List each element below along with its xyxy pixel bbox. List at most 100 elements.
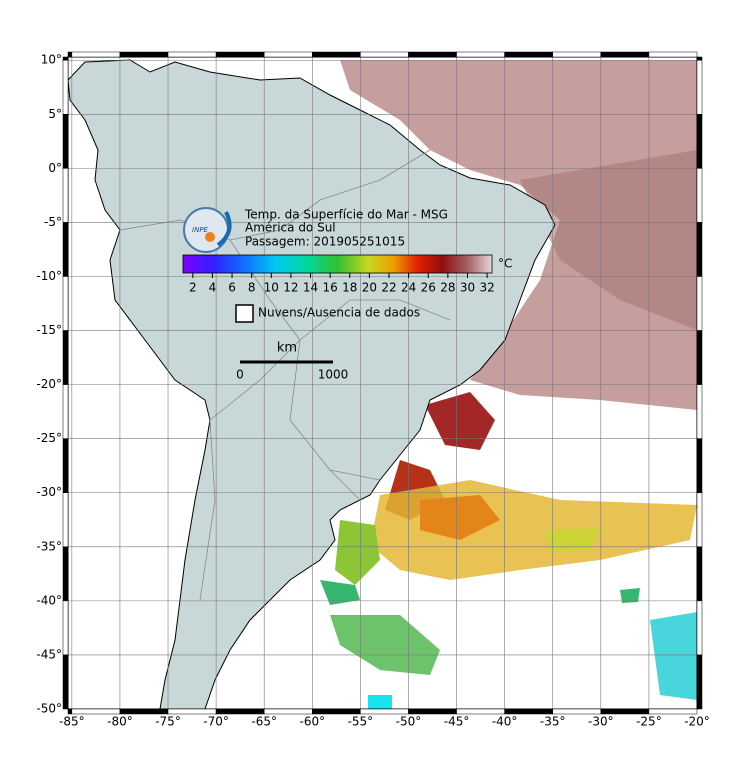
- colorbar-tick-label: 22: [381, 281, 396, 295]
- x-tick-label: -65°: [251, 715, 277, 729]
- colorbar-tick-label: 10: [264, 281, 279, 295]
- border-segment: [456, 708, 505, 715]
- sst-field: [320, 60, 697, 709]
- colorbar-tick-label: 12: [283, 281, 298, 295]
- x-tick-label: -80°: [107, 715, 133, 729]
- border-segment: [62, 330, 69, 385]
- scale-label: 0: [236, 368, 244, 382]
- logo-arrow: [216, 211, 232, 247]
- no-data-swatch: [235, 304, 254, 323]
- border-segment: [696, 330, 703, 385]
- border-segment: [167, 51, 217, 58]
- border-segment: [456, 51, 505, 58]
- border-segment: [62, 492, 69, 548]
- y-tick-label: -15°: [36, 323, 62, 337]
- colorbar: [182, 254, 493, 274]
- border-segment: [696, 114, 703, 169]
- x-tick-label: -35°: [540, 715, 566, 729]
- border-segment: [215, 51, 265, 58]
- border-segment: [360, 51, 409, 58]
- border-segment: [648, 51, 698, 58]
- colorbar-tick-label: 16: [323, 281, 338, 295]
- x-tick-label: -30°: [588, 715, 614, 729]
- border-segment: [360, 708, 409, 715]
- border-segment: [696, 168, 703, 223]
- title: Temp. da Superfície do Mar - MSG: [244, 208, 448, 222]
- border-segment: [119, 51, 169, 58]
- colorbar-tick-label: 14: [303, 281, 318, 295]
- y-tick-label: -20°: [36, 377, 62, 391]
- colorbar-tick-label: 26: [421, 281, 436, 295]
- border-segment: [62, 114, 69, 169]
- border-segment: [408, 51, 457, 58]
- border-segment: [62, 56, 69, 61]
- border-segment: [408, 708, 457, 715]
- y-tick-label: -30°: [36, 485, 62, 499]
- y-tick-label: -40°: [36, 593, 62, 607]
- border-segment: [696, 546, 703, 602]
- border-segment: [263, 708, 313, 715]
- x-tick-label: -55°: [348, 715, 374, 729]
- border-segment: [67, 51, 73, 58]
- border-segment: [696, 59, 703, 115]
- border-segment: [67, 708, 73, 715]
- border-segment: [62, 276, 69, 331]
- colorbar-tick-label: 20: [362, 281, 377, 295]
- x-tick-label: -85°: [59, 715, 85, 729]
- x-tick-label: -40°: [492, 715, 518, 729]
- border-segment: [696, 492, 703, 548]
- border-segment: [62, 59, 69, 115]
- border-segment: [696, 276, 703, 331]
- scale-label: 1000: [318, 368, 349, 382]
- colorbar-tick-label: 4: [209, 281, 217, 295]
- border-segment: [648, 708, 698, 715]
- colorbar-tick-label: 24: [401, 281, 416, 295]
- border-segment: [62, 168, 69, 223]
- border-segment: [696, 384, 703, 439]
- colorbar-tick-label: 32: [479, 281, 494, 295]
- border-segment: [312, 708, 361, 715]
- border-segment: [62, 384, 69, 439]
- colorbar-tick-label: 6: [228, 281, 236, 295]
- colorbar-tick-label: 18: [342, 281, 357, 295]
- y-tick-label: 10°: [41, 53, 62, 67]
- border-segment: [71, 51, 121, 58]
- border-segment: [696, 600, 703, 656]
- x-tick-label: -60°: [299, 715, 325, 729]
- border-segment: [62, 654, 69, 710]
- colorbar-tick-label: 2: [189, 281, 197, 295]
- border-segment: [167, 708, 217, 715]
- colorbar-tick-label: 8: [248, 281, 256, 295]
- border-segment: [552, 51, 602, 58]
- frame-border: [62, 51, 703, 715]
- y-tick-label: 5°: [48, 107, 62, 121]
- scale-unit: km: [277, 341, 297, 356]
- border-segment: [552, 708, 602, 715]
- border-segment: [696, 438, 703, 493]
- border-segment: [600, 51, 650, 58]
- y-tick-label: -45°: [36, 647, 62, 661]
- border-segment: [696, 222, 703, 277]
- y-tick-label: 0°: [48, 161, 62, 175]
- x-tick-label: -70°: [203, 715, 229, 729]
- border-segment: [62, 546, 69, 602]
- border-segment: [62, 600, 69, 656]
- pass-time: Passagem: 201905251015: [245, 235, 405, 249]
- y-tick-label: -50°: [36, 702, 62, 716]
- y-tick-label: -5°: [44, 215, 62, 229]
- border-segment: [119, 708, 169, 715]
- x-tick-label: -20°: [684, 715, 710, 729]
- border-segment: [312, 51, 361, 58]
- country-borders: [119, 149, 451, 601]
- border-segment: [696, 654, 703, 710]
- border-segment: [71, 708, 121, 715]
- x-tick-label: -50°: [396, 715, 422, 729]
- y-tick-label: -10°: [36, 269, 62, 283]
- border-segment: [504, 708, 553, 715]
- border-segment: [504, 51, 553, 58]
- colorbar-unit: °C: [498, 257, 512, 271]
- colorbar-tick-label: 30: [460, 281, 475, 295]
- x-tick-label: -25°: [636, 715, 662, 729]
- border-segment: [215, 708, 265, 715]
